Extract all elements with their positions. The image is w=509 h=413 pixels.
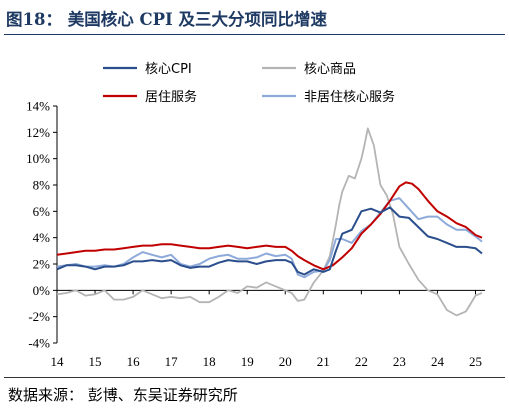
x-tick-label: 18 bbox=[203, 354, 216, 369]
y-tick-label: 8% bbox=[33, 178, 51, 193]
y-tick-label: 12% bbox=[26, 125, 50, 140]
x-tick-label: 21 bbox=[317, 354, 330, 369]
y-tick-label: 0% bbox=[33, 283, 51, 298]
legend-label: 居住服务 bbox=[145, 89, 197, 105]
legend-label: 核心商品 bbox=[304, 62, 356, 77]
series-lines bbox=[56, 127, 483, 317]
x-tick-label: 19 bbox=[241, 354, 254, 369]
y-tick-label: -4% bbox=[28, 336, 50, 351]
series-line-3 bbox=[56, 181, 483, 271]
title-rule bbox=[4, 34, 505, 35]
legend-label: 非居住核心服务 bbox=[304, 89, 395, 105]
x-tick-label: 15 bbox=[89, 354, 102, 369]
x-tick-label: 17 bbox=[165, 354, 179, 369]
legend-label: 核心CPI bbox=[145, 62, 192, 77]
y-tick-label: 10% bbox=[26, 151, 50, 166]
series-line-2 bbox=[56, 127, 483, 317]
x-tick-label: 14 bbox=[51, 354, 65, 369]
x-tick-label: 16 bbox=[127, 354, 141, 369]
series-line-4 bbox=[56, 197, 483, 279]
x-tick-label: 25 bbox=[469, 354, 482, 369]
source-rule bbox=[4, 377, 505, 378]
y-tick-label: 4% bbox=[33, 230, 51, 245]
y-tick-label: -2% bbox=[28, 309, 50, 324]
source-note: 数据来源： 彭博、东吴证券研究所 bbox=[8, 386, 238, 404]
y-tick-label: 6% bbox=[33, 204, 51, 219]
x-tick-label: 24 bbox=[431, 354, 445, 369]
y-tick-label: 2% bbox=[33, 257, 51, 272]
series-line-1 bbox=[56, 206, 483, 276]
x-tick-label: 20 bbox=[279, 354, 292, 369]
x-tick-label: 23 bbox=[393, 354, 406, 369]
figure-title: 图18： 美国核心 CPI 及三大分项同比增速 bbox=[6, 10, 327, 29]
y-axis: 14% 12% 10% 8% 6% 4% 2% 0% -2% -4% bbox=[26, 99, 58, 351]
y-tick-label: 14% bbox=[26, 99, 50, 114]
x-axis: 14 15 16 17 18 19 20 21 22 23 24 25 bbox=[51, 289, 485, 369]
x-tick-label: 22 bbox=[355, 354, 368, 369]
